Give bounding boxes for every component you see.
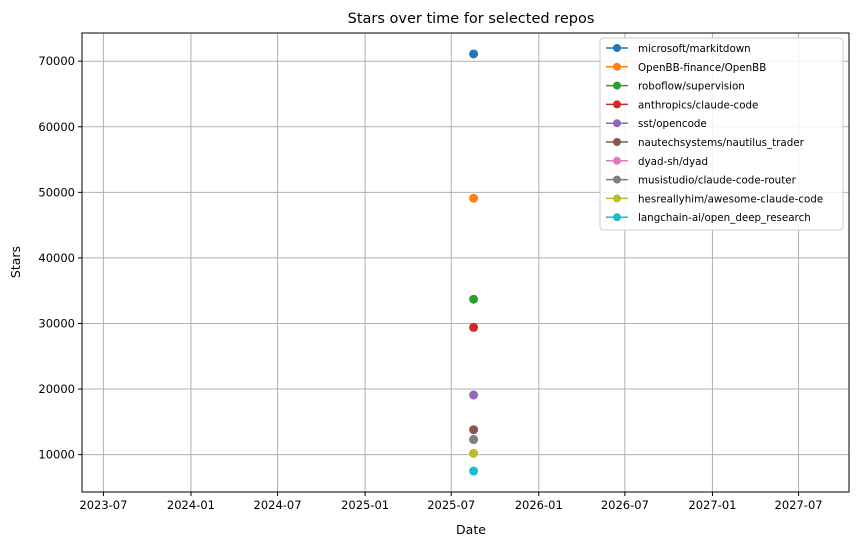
legend-marker: [613, 81, 621, 90]
data-point-4: [469, 322, 479, 332]
y-tick-label: 30000: [38, 316, 75, 330]
data-point-3: [469, 294, 479, 304]
legend-item: hesreallyhim/awesome-claude-code: [606, 193, 823, 205]
legend-label: musistudio/claude-code-router: [638, 175, 797, 187]
legend: microsoft/markitdown OpenBB-finance/OpenB…: [599, 37, 844, 231]
legend-label: roboflow/supervision: [638, 81, 745, 93]
legend-marker: [613, 44, 621, 52]
x-axis: 2023-07 2024-01 2024-07 2025-01 2025-07 2026-…: [79, 492, 823, 512]
data-point-1: [469, 49, 479, 59]
x-tick-label: 2025-01: [341, 498, 389, 512]
legend-marker: [613, 100, 621, 109]
legend-marker: [613, 213, 621, 222]
legend-item: nautechsystems/nautilus_trader: [606, 137, 805, 149]
y-tick-label: 40000: [38, 251, 75, 265]
data-points: [469, 49, 479, 476]
x-tick-label: 2027-01: [688, 498, 736, 512]
x-axis-label: Date: [456, 522, 486, 537]
data-point-10: [469, 466, 479, 476]
x-tick-label: 2023-07: [79, 498, 127, 512]
legend-item: roboflow/supervision: [606, 81, 745, 93]
data-point-5: [469, 390, 479, 400]
y-tick-label: 10000: [38, 448, 75, 462]
x-tick-label: 2026-07: [601, 498, 649, 512]
legend-label: OpenBB-finance/OpenBB: [638, 62, 766, 74]
y-tick-label: 60000: [38, 120, 75, 134]
data-point-9: [469, 448, 479, 458]
legend-item: anthropics/claude-code: [606, 99, 758, 111]
y-tick-label: 20000: [38, 382, 75, 396]
legend-item: langchain-ai/open_deep_research: [606, 212, 811, 224]
data-point-6: [469, 425, 479, 435]
legend-marker: [613, 194, 621, 203]
legend-marker: [613, 175, 621, 184]
legend-label: hesreallyhim/awesome-claude-code: [638, 193, 823, 205]
chart-title: Stars over time for selected repos: [348, 11, 595, 27]
legend-item: microsoft/markitdown: [606, 43, 751, 55]
x-tick-label: 2025-07: [427, 498, 475, 512]
legend-label: sst/opencode: [638, 118, 707, 130]
legend-label: dyad-sh/dyad: [638, 156, 708, 168]
legend-item: OpenBB-finance/OpenBB: [606, 62, 766, 74]
legend-marker: [613, 119, 621, 128]
legend-item: musistudio/claude-code-router: [606, 175, 797, 187]
data-point-2: [469, 193, 479, 203]
legend-box: [599, 37, 844, 231]
legend-marker: [613, 138, 621, 146]
legend-item: sst/opencode: [606, 118, 707, 130]
legend-marker: [613, 156, 621, 165]
legend-label: microsoft/markitdown: [638, 43, 751, 55]
plot-frame: [81, 32, 850, 493]
y-tick-label: 50000: [38, 185, 75, 199]
x-tick-label: 2024-07: [254, 498, 302, 512]
x-tick-label: 2026-01: [515, 498, 563, 512]
y-axis: 10000 20000 30000 40000 50000 60000 70000: [38, 54, 82, 462]
x-tick-label: 2024-01: [167, 498, 215, 512]
data-point-8: [469, 435, 479, 445]
y-tick-label: 70000: [38, 54, 75, 68]
legend-label: anthropics/claude-code: [638, 99, 758, 111]
x-tick-label: 2027-07: [775, 498, 823, 512]
legend-item: dyad-sh/dyad: [606, 156, 708, 168]
y-axis-label: Stars: [8, 246, 23, 278]
legend-marker: [613, 62, 621, 71]
legend-label: nautechsystems/nautilus_trader: [638, 137, 805, 149]
legend-label: langchain-ai/open_deep_research: [638, 212, 811, 224]
